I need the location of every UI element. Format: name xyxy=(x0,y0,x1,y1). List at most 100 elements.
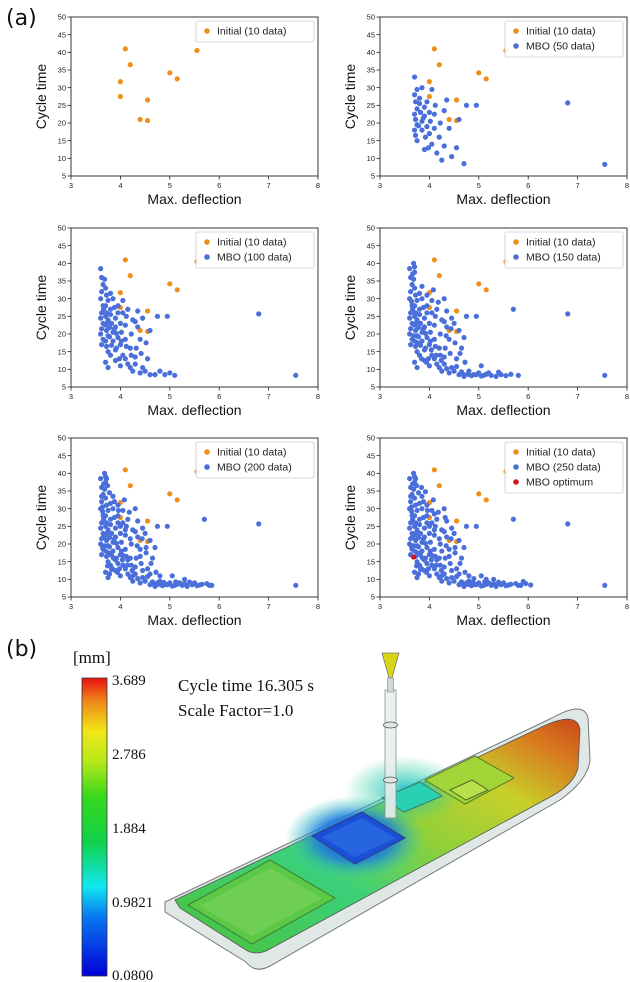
x-tick-label: 4 xyxy=(118,392,122,401)
data-point xyxy=(115,544,121,551)
data-point xyxy=(437,541,443,547)
data-point xyxy=(122,46,128,52)
x-tick-label: 4 xyxy=(427,392,431,401)
y-tick-label: 35 xyxy=(367,277,375,286)
data-point xyxy=(99,342,105,348)
data-point xyxy=(110,548,116,554)
data-point xyxy=(431,532,437,538)
y-tick-label: 30 xyxy=(58,294,66,303)
data-point xyxy=(414,340,421,346)
series-1 xyxy=(426,46,509,124)
data-point xyxy=(98,266,104,272)
data-point xyxy=(417,566,424,573)
legend: Initial (10 data) MBO (200 data) xyxy=(195,441,315,479)
data-point xyxy=(462,359,468,365)
data-point xyxy=(453,97,460,103)
data-point xyxy=(122,356,128,362)
data-point xyxy=(108,566,115,573)
y-tick-label: 15 xyxy=(367,347,375,356)
data-point xyxy=(439,573,445,579)
data-point xyxy=(416,500,423,506)
data-point xyxy=(113,540,120,546)
y-axis-label: Cycle time xyxy=(33,485,49,551)
y-tick-label: 5 xyxy=(371,383,375,392)
x-tick-label: 5 xyxy=(477,392,481,401)
data-point xyxy=(412,476,419,482)
data-point xyxy=(174,497,180,503)
data-point xyxy=(128,562,134,568)
data-point xyxy=(117,573,123,579)
data-point xyxy=(107,500,114,506)
data-point xyxy=(110,338,116,344)
data-point xyxy=(409,298,415,305)
data-point xyxy=(133,345,139,351)
data-point xyxy=(130,527,136,533)
y-tick-label: 20 xyxy=(367,119,375,128)
x-tick-label: 8 xyxy=(625,392,629,401)
data-point xyxy=(194,47,200,54)
data-point xyxy=(410,276,417,282)
data-point xyxy=(418,356,425,362)
data-point xyxy=(111,536,118,542)
data-point xyxy=(105,297,111,304)
data-point xyxy=(106,334,113,340)
data-point xyxy=(451,320,457,326)
data-point xyxy=(424,502,430,508)
x-tick-label: 5 xyxy=(168,602,172,611)
data-point xyxy=(108,342,115,348)
data-point xyxy=(105,507,111,514)
data-point xyxy=(409,504,415,510)
data-point xyxy=(415,490,422,496)
data-point xyxy=(456,537,462,544)
data-point xyxy=(415,571,422,577)
data-point xyxy=(415,325,422,331)
data-point xyxy=(149,579,156,585)
data-point xyxy=(433,352,439,358)
data-point xyxy=(410,333,417,339)
data-point xyxy=(419,127,425,133)
data-point xyxy=(122,467,128,473)
data-point xyxy=(448,326,454,332)
data-point xyxy=(152,544,158,551)
data-point xyxy=(416,521,423,528)
scale-factor-annotation: Scale Factor=1.0 xyxy=(178,701,293,720)
data-point xyxy=(520,578,526,585)
data-point xyxy=(410,481,416,487)
data-point xyxy=(451,578,457,584)
data-point xyxy=(162,372,168,378)
data-point xyxy=(426,363,432,369)
data-point xyxy=(413,563,420,569)
data-point xyxy=(439,527,445,533)
data-point xyxy=(444,324,450,330)
data-point xyxy=(129,567,135,574)
data-point xyxy=(414,106,420,112)
data-point xyxy=(463,313,470,319)
legend: Initial (10 data) xyxy=(195,20,315,43)
x-tick-label: 8 xyxy=(316,392,320,401)
data-point xyxy=(431,46,437,52)
data-point xyxy=(130,317,136,323)
data-point xyxy=(110,493,116,499)
data-point xyxy=(461,334,467,341)
data-point xyxy=(453,363,460,370)
y-tick-label: 30 xyxy=(58,83,66,92)
data-point xyxy=(137,546,143,552)
y-axis-label: Cycle time xyxy=(342,275,358,341)
y-tick-label: 20 xyxy=(58,330,66,339)
data-point xyxy=(431,467,437,473)
data-point xyxy=(148,560,154,567)
data-point xyxy=(422,330,429,336)
data-point xyxy=(458,555,465,561)
data-point xyxy=(122,527,128,533)
y-tick-label: 10 xyxy=(58,154,66,163)
legend-label: Initial (10 data) xyxy=(217,26,286,38)
data-point xyxy=(144,566,151,572)
data-point xyxy=(140,567,146,574)
data-point xyxy=(413,483,420,489)
data-point xyxy=(107,516,114,522)
data-point xyxy=(458,579,465,585)
data-point xyxy=(447,350,453,357)
series-2 xyxy=(407,260,608,379)
data-point xyxy=(107,290,114,296)
